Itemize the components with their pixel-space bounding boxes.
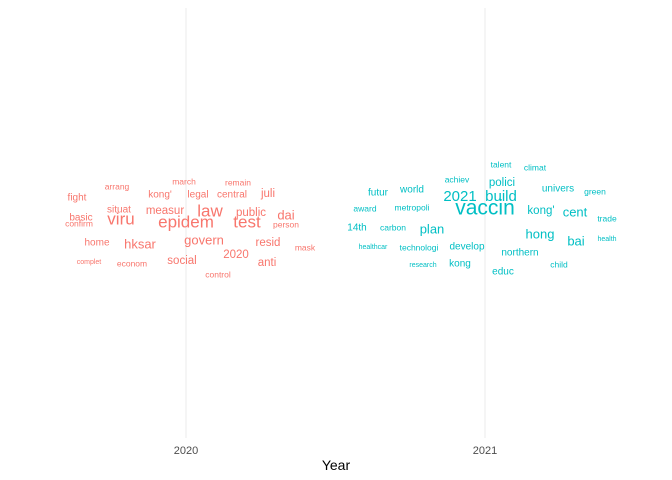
- word-2020-12: dai: [277, 207, 294, 222]
- word-2021-29: educ: [492, 267, 514, 278]
- word-2021-8: 2021: [443, 188, 476, 205]
- word-2021-14: cent: [563, 204, 588, 219]
- word-2021-10: award: [353, 203, 376, 213]
- word-2021-11: metropoli: [395, 202, 430, 212]
- word-2021-20: health: [597, 236, 616, 243]
- word-2020-1: remain: [225, 177, 251, 187]
- word-2021-13: kong': [527, 205, 554, 217]
- word-2020-22: resid: [256, 237, 281, 249]
- word-2021-4: futur: [368, 188, 389, 199]
- word-2020-29: control: [205, 269, 231, 279]
- word-2020-23: mask: [295, 242, 316, 252]
- word-2021-9: build: [485, 188, 517, 205]
- word-2020-24: 2020: [223, 249, 249, 261]
- word-2020-8: situat: [107, 205, 131, 216]
- word-2021-6: univers: [542, 184, 574, 195]
- word-2020-4: fight: [68, 193, 87, 204]
- word-2021-18: plan: [420, 221, 445, 236]
- word-2020-28: econom: [117, 258, 147, 268]
- word-2021-3: polici: [489, 177, 515, 189]
- word-2020-3: juli: [260, 188, 275, 200]
- x-tick-label: 2020: [174, 445, 198, 457]
- word-2020-15: epidem: [158, 212, 214, 231]
- word-2021-28: child: [550, 259, 568, 269]
- word-2021-21: healthcar: [359, 244, 388, 251]
- word-2021-22: technologi: [400, 242, 439, 252]
- word-2021-23: develop: [449, 242, 484, 253]
- word-2021-27: kong: [449, 259, 471, 270]
- word-2021-19: hong: [526, 226, 555, 241]
- grid-lines: [185, 8, 486, 438]
- word-2020-2: arrang: [105, 181, 130, 191]
- word-2021-12: vaccin: [455, 197, 515, 220]
- word-2020-20: home: [84, 238, 109, 249]
- word-2021-26: research: [409, 262, 436, 269]
- x-axis-title: Year: [322, 457, 351, 473]
- word-2020-0: march: [172, 176, 196, 186]
- word-2020-18: person: [273, 219, 299, 229]
- word-2020-19: govern: [184, 232, 224, 247]
- x-axis-ticks: 2020 2021: [174, 445, 497, 457]
- word-2020-14: viru: [107, 209, 134, 228]
- word-2020-21: hksar: [124, 236, 156, 251]
- word-2021-5: world: [399, 185, 424, 196]
- word-2021-7: green: [584, 186, 606, 196]
- word-2020-7: central: [217, 190, 247, 201]
- word-2021-17: carbon: [380, 222, 406, 232]
- x-tick-label: 2021: [473, 445, 497, 457]
- word-2020-5: kong': [148, 190, 172, 201]
- word-2021-15: trade: [597, 213, 617, 223]
- word-2020-27: complet: [77, 259, 102, 266]
- word-2021-1: climat: [524, 162, 547, 172]
- word-2020-26: anti: [258, 257, 277, 269]
- word-2020-25: social: [167, 255, 196, 267]
- word-2020-10: law: [197, 201, 223, 220]
- word-2020-6: legal: [187, 190, 208, 201]
- word-2020-9: measur: [146, 205, 185, 217]
- word-2021-25: northern: [501, 248, 538, 259]
- word-cloud-words: march remain arrang juli fight kong' legal cent…: [65, 159, 617, 279]
- word-2021-2: achiev: [445, 174, 470, 184]
- word-2020-17: confirm: [65, 218, 93, 228]
- word-2021-16: 14th: [347, 223, 366, 234]
- word-2020-11: public: [236, 207, 266, 219]
- word-2020-16: test: [233, 212, 261, 231]
- word-2020-13: basic: [69, 213, 92, 224]
- word-2021-0: talent: [491, 159, 512, 169]
- word-2021-24: bai: [567, 233, 584, 248]
